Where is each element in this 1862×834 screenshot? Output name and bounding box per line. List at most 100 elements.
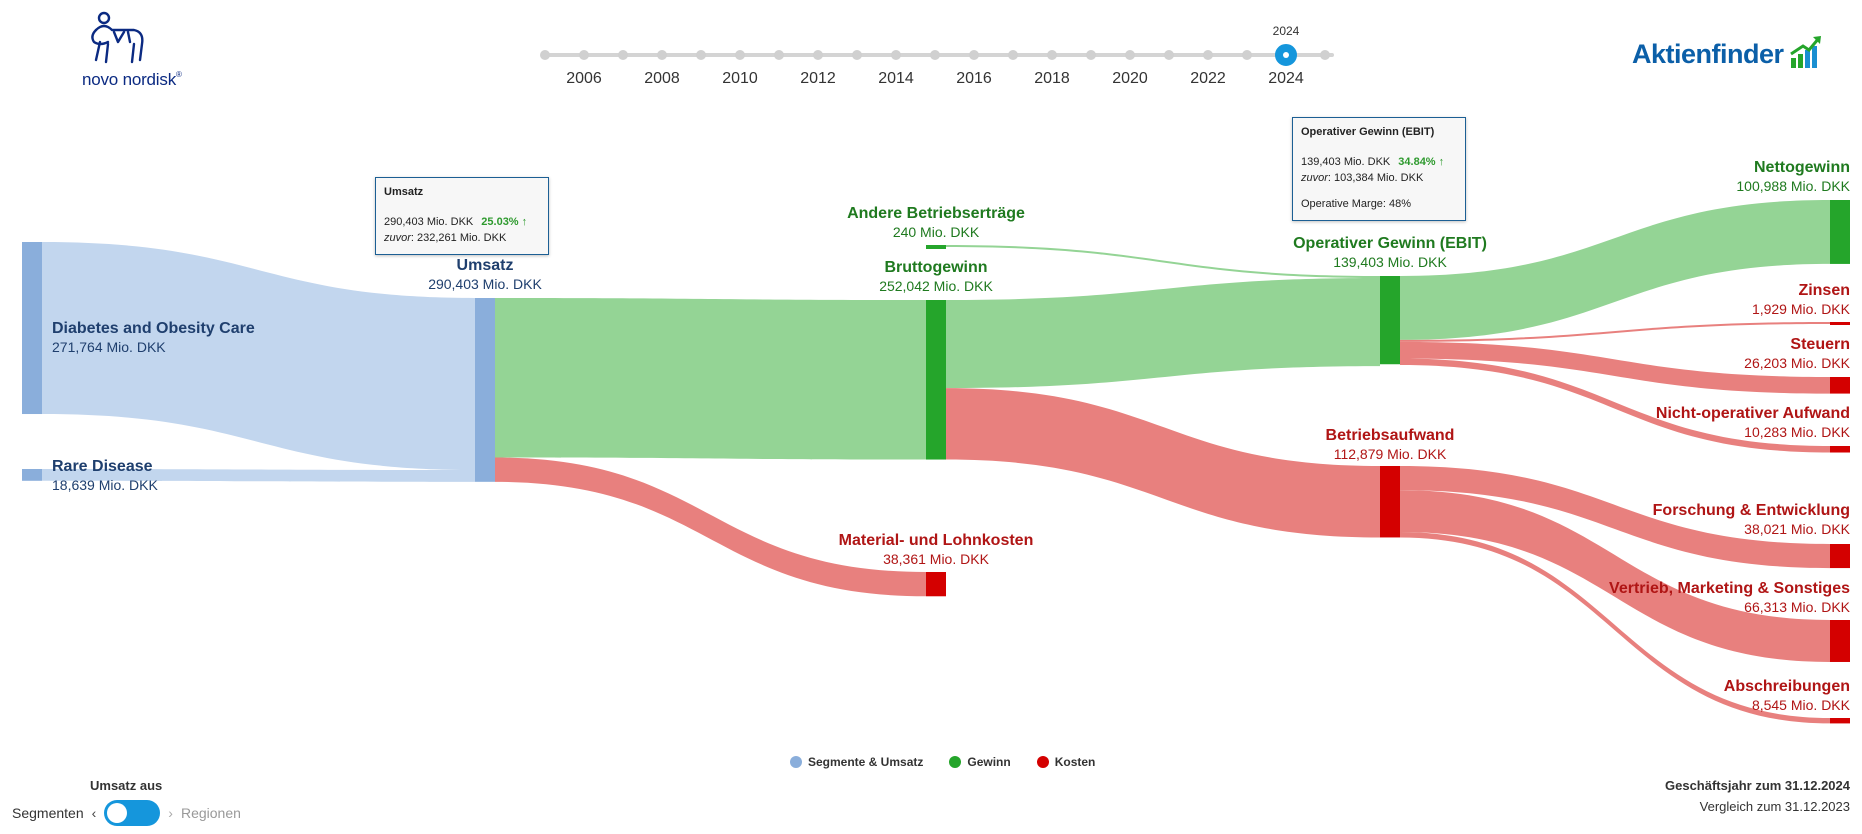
node-bar-fue[interactable]: [1830, 544, 1850, 569]
node-value: 271,764 Mio. DKK: [52, 339, 166, 355]
timeline-year-dot[interactable]: [969, 50, 979, 60]
flow-ebit-to-steuern[interactable]: [1400, 341, 1830, 394]
legend-item-cost: Kosten: [1036, 755, 1095, 769]
timeline-year-dot[interactable]: [579, 50, 589, 60]
tooltip-title: Operativer Gewinn (EBIT): [1301, 126, 1435, 138]
timeline-year-dot[interactable]: [618, 50, 628, 60]
node-bar-zinsen[interactable]: [1830, 322, 1850, 325]
tooltip-umsatz: Umsatz 290,403 Mio. DKK 25.03% ↑ zuvor: 2…: [375, 177, 549, 255]
flow-umsatz-to-material[interactable]: [495, 457, 926, 597]
node-value: 10,283 Mio. DKK: [1744, 424, 1850, 440]
timeline-year-dot[interactable]: [1203, 50, 1213, 60]
revenue-source-toggle[interactable]: [104, 800, 161, 826]
node-name: Andere Betriebserträge: [847, 205, 1025, 222]
timeline-year-dot[interactable]: [852, 50, 862, 60]
node-bar-vertrieb[interactable]: [1830, 620, 1850, 662]
year-timeline[interactable]: 2024 2006 2008 2010 2012 2014 2016 2018 2020 202…: [530, 20, 1350, 100]
timeline-year-dot[interactable]: [1086, 50, 1096, 60]
node-name: Nettogewinn: [1754, 159, 1850, 176]
timeline-year-dot[interactable]: [1125, 50, 1135, 60]
node-bar-umsatz[interactable]: [475, 298, 495, 482]
node-value: 1,929 Mio. DKK: [1751, 301, 1850, 317]
flow-diabetes-to-umsatz[interactable]: [42, 242, 475, 471]
tooltip-value: 290,403 Mio. DKK: [384, 216, 474, 228]
flow-umsatz-to-brutto[interactable]: [495, 298, 926, 460]
node-label-abschr: Abschreibungen 8,545 Mio. DKK: [1724, 678, 1850, 713]
node-value: 100,988 Mio. DKK: [1736, 178, 1850, 194]
node-bar-andere[interactable]: [926, 245, 946, 249]
timeline-year-label[interactable]: 2024: [1268, 70, 1304, 87]
flow-betrieb-to-vertrieb[interactable]: [1400, 490, 1830, 662]
node-bar-steuern[interactable]: [1830, 377, 1850, 394]
node-bar-abschr[interactable]: [1830, 718, 1850, 724]
timeline-year-dot[interactable]: [1242, 50, 1252, 60]
flow-ebit-to-netto[interactable]: [1400, 200, 1830, 340]
node-label-andere: Andere Betriebserträge 240 Mio. DKK: [847, 205, 1025, 240]
timeline-year-dot[interactable]: [696, 50, 706, 60]
timeline-year-dot[interactable]: [813, 50, 823, 60]
flow-andere-to-ebit[interactable]: [946, 245, 1380, 278]
timeline-year-label[interactable]: 2016: [956, 70, 992, 87]
flow-betrieb-to-fue[interactable]: [1400, 466, 1830, 569]
node-value: 112,879 Mio. DKK: [1333, 446, 1447, 462]
node-bar-ebit[interactable]: [1380, 276, 1400, 365]
node-label-netto: Nettogewinn 100,988 Mio. DKK: [1736, 159, 1850, 194]
node-bar-rare[interactable]: [22, 469, 42, 481]
node-label-diabetes: Diabetes and Obesity Care 271,764 Mio. DK…: [52, 320, 255, 355]
node-bar-nichtop[interactable]: [1830, 446, 1850, 453]
flow-rare-to-umsatz[interactable]: [42, 469, 475, 482]
flow-ebit-to-nichtop[interactable]: [1400, 358, 1830, 453]
node-value: 38,361 Mio. DKK: [883, 551, 989, 567]
node-label-vertrieb: Vertrieb, Marketing & Sonstiges 66,313 Mi…: [1609, 580, 1850, 615]
node-name: Operativer Gewinn (EBIT): [1293, 235, 1487, 252]
legend-item-segment: Segmente & Umsatz: [790, 755, 923, 769]
timeline-year-dot[interactable]: [930, 50, 940, 60]
fiscal-year-label: Geschäftsjahr zum 31.12.2024: [1665, 778, 1850, 793]
node-bar-betrieb[interactable]: [1380, 466, 1400, 538]
timeline-year-label[interactable]: 2006: [566, 70, 602, 87]
timeline-year-label[interactable]: 2010: [722, 70, 758, 87]
timeline-year-dot[interactable]: [657, 50, 667, 60]
flow-brutto-to-betrieb[interactable]: [946, 388, 1380, 538]
chevron-left-icon: ‹: [91, 805, 97, 821]
node-bar-netto[interactable]: [1830, 200, 1850, 264]
toggle-left-label[interactable]: Segmenten: [12, 805, 84, 821]
timeline-year-dot[interactable]: [774, 50, 784, 60]
tooltip-margin: Operative Marge: 48%: [1301, 198, 1412, 210]
timeline-year-label[interactable]: 2012: [800, 70, 836, 87]
timeline-year-dot[interactable]: [1047, 50, 1057, 60]
timeline-year-dot[interactable]: [735, 50, 745, 60]
tooltip-change: 25.03% ↑: [481, 216, 528, 228]
aktienfinder-logo[interactable]: Aktienfinder: [1632, 34, 1823, 70]
flow-ebit-to-zinsen[interactable]: [1400, 322, 1830, 342]
timeline-year-label[interactable]: 2022: [1190, 70, 1226, 87]
legend-dot: [790, 756, 802, 768]
timeline-year-label[interactable]: 2018: [1034, 70, 1070, 87]
timeline-year-dot[interactable]: [1320, 50, 1330, 60]
node-bar-brutto[interactable]: [926, 300, 946, 460]
timeline-handle[interactable]: [1275, 44, 1297, 66]
node-name: Betriebsaufwand: [1325, 427, 1455, 444]
node-label-rare: Rare Disease 18,639 Mio. DKK: [52, 458, 158, 493]
toggle-right-label[interactable]: Regionen: [180, 805, 241, 821]
tooltip-prev-value: : 232,261 Mio. DKK: [410, 232, 507, 244]
node-value: 18,639 Mio. DKK: [52, 477, 158, 493]
timeline-year-dot[interactable]: [1164, 50, 1174, 60]
timeline-year-dot[interactable]: [1008, 50, 1018, 60]
timeline-year-label[interactable]: 2008: [644, 70, 680, 87]
timeline-year-dot[interactable]: [540, 50, 550, 60]
node-name: Rare Disease: [52, 458, 153, 475]
node-name: Umsatz: [456, 257, 514, 274]
flow-brutto-to-ebit[interactable]: [946, 278, 1380, 389]
timeline-year-label[interactable]: 2014: [878, 70, 914, 87]
toggle-knob[interactable]: [107, 803, 128, 823]
tooltip-prev-label: zuvor: [384, 232, 411, 244]
node-label-zinsen: Zinsen 1,929 Mio. DKK: [1752, 282, 1850, 317]
timeline-year-label[interactable]: 2020: [1112, 70, 1148, 87]
flow-betrieb-to-abschr[interactable]: [1400, 532, 1830, 724]
timeline-year-dot[interactable]: [891, 50, 901, 60]
node-name: Diabetes and Obesity Care: [52, 320, 255, 337]
apis-bull-icon: [91, 11, 144, 64]
node-bar-diabetes[interactable]: [22, 242, 42, 415]
node-bar-material[interactable]: [926, 572, 946, 597]
